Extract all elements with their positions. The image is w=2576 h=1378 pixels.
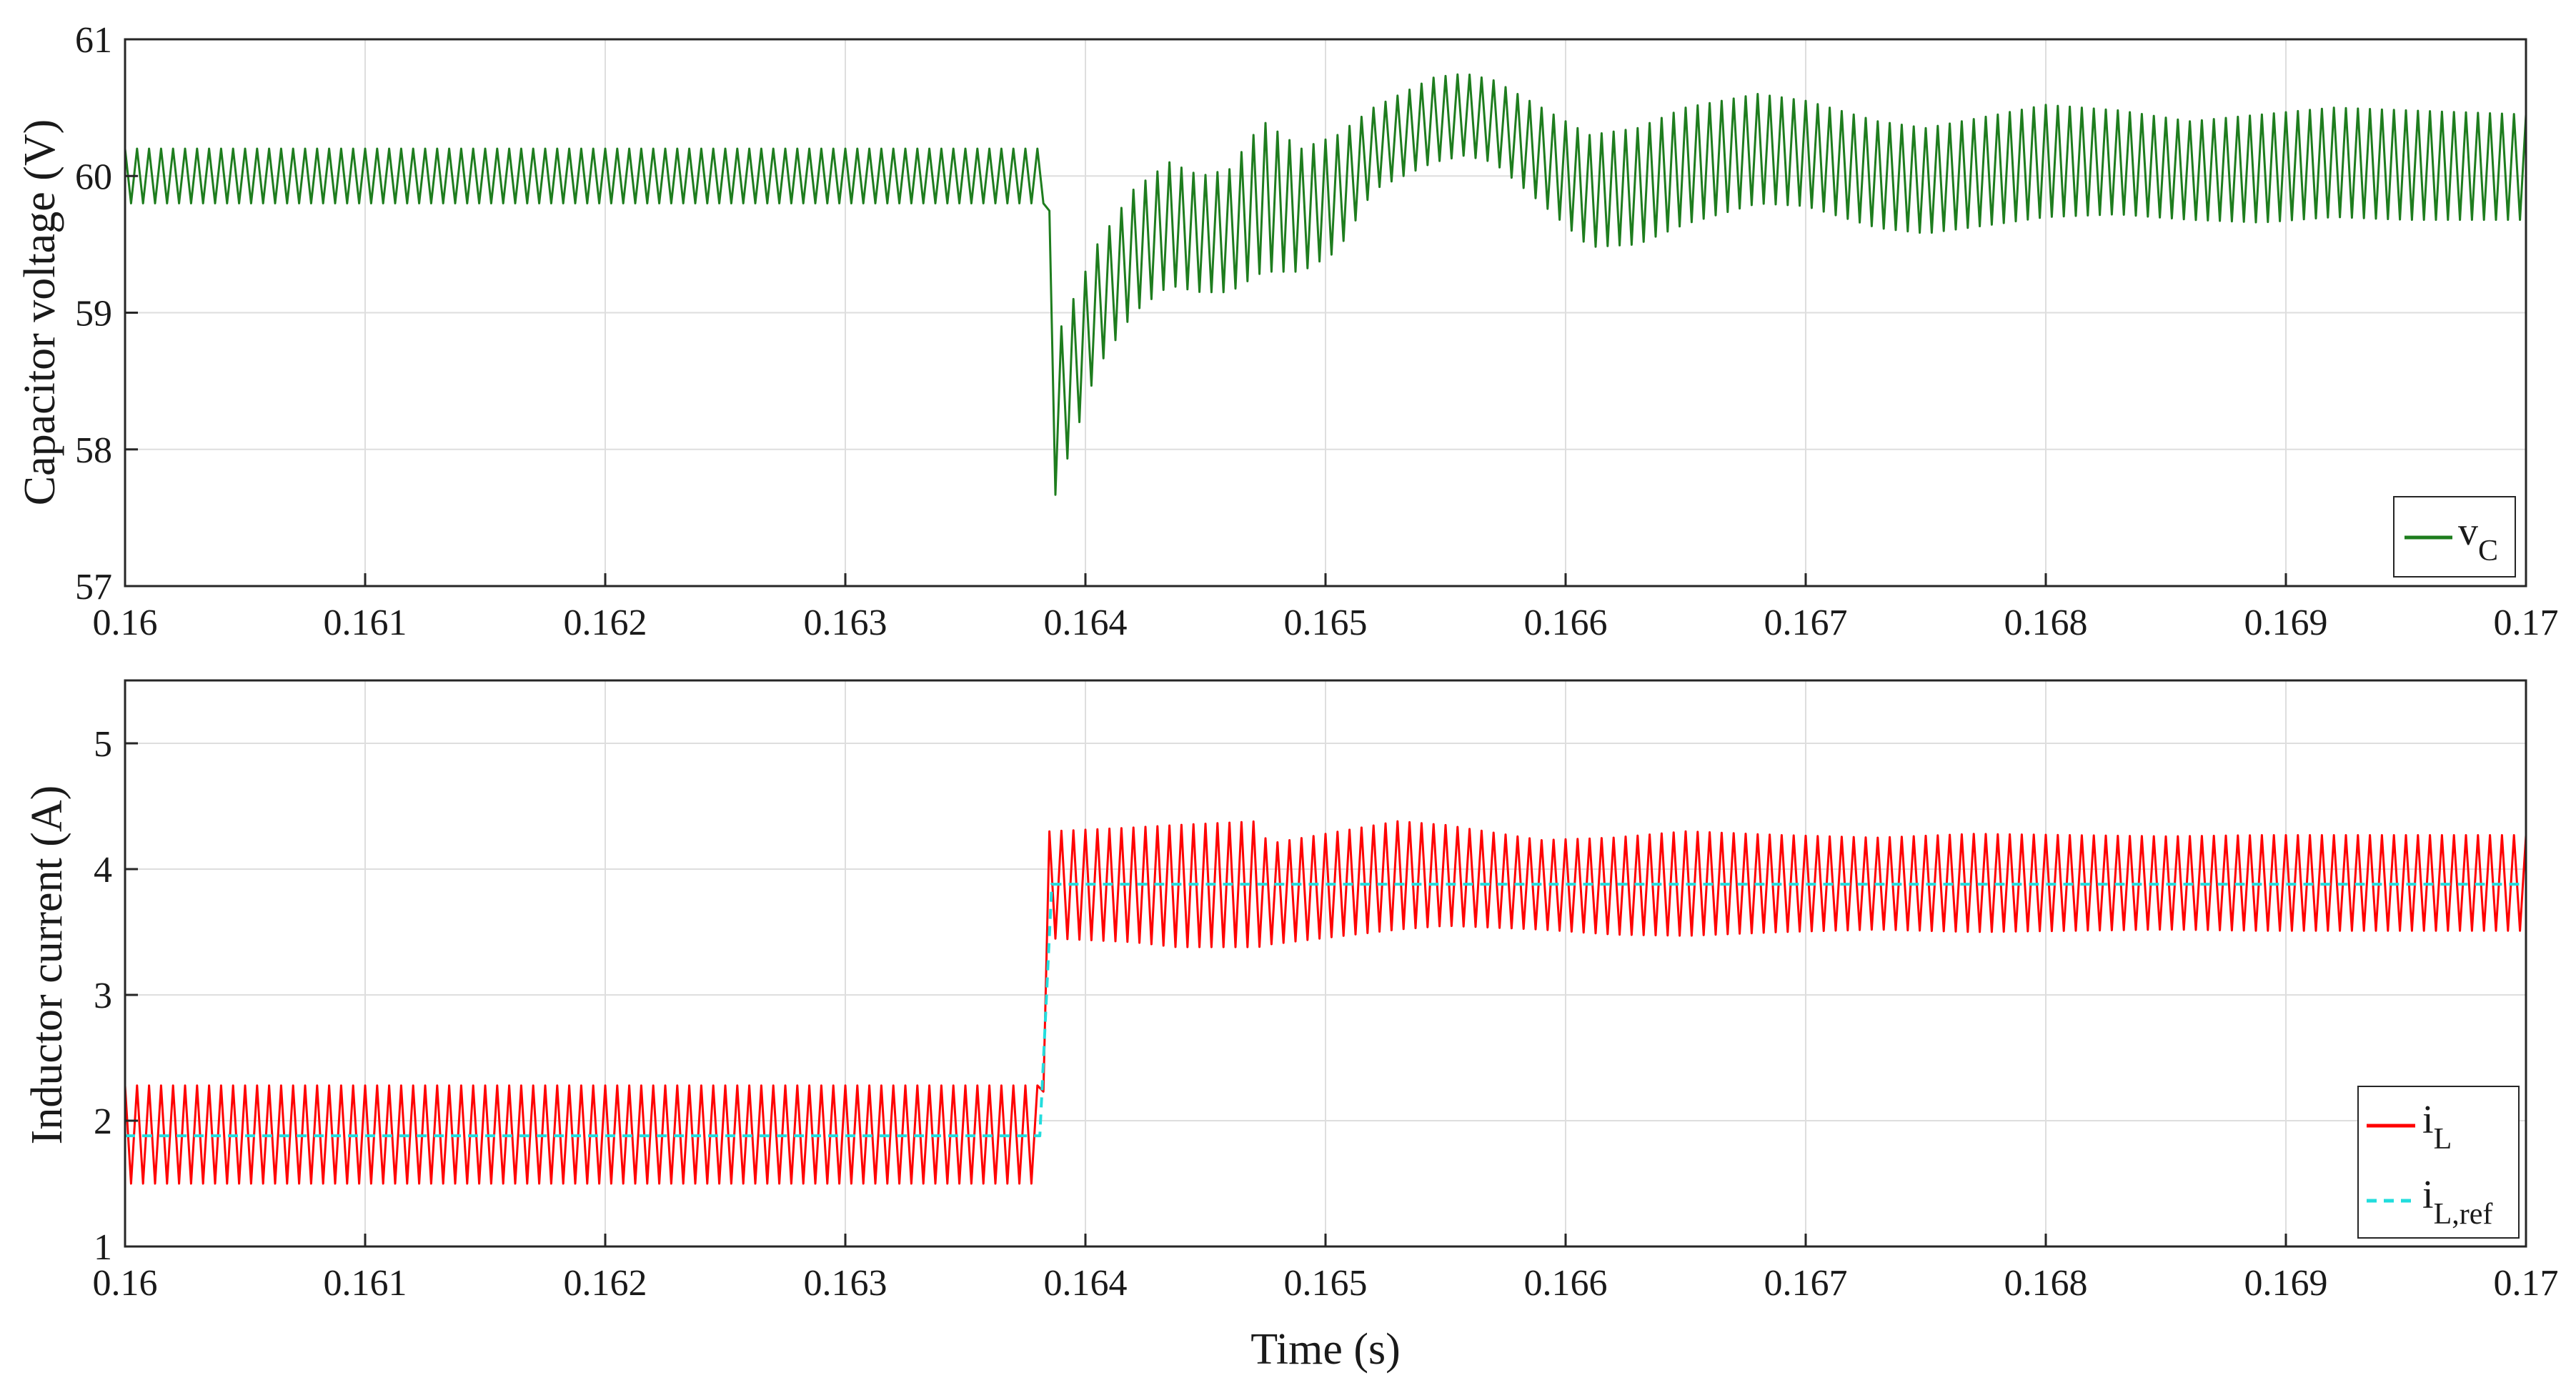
current-x-tick-label: 0.168 (2004, 1263, 2088, 1304)
voltage-x-tick-label: 0.163 (804, 603, 887, 643)
x-axis-label: Time (s) (1250, 1325, 1401, 1374)
legend-label-il: i (2422, 1098, 2434, 1142)
current-legend: iL iL,ref (2357, 1086, 2520, 1239)
current-y-tick-label: 2 (94, 1101, 112, 1142)
series-line-vc (124, 73, 2527, 496)
voltage-x-tick-label: 0.16 (93, 603, 158, 643)
voltage-y-tick-label: 59 (75, 294, 112, 334)
current-x-tick-label: 0.166 (1524, 1263, 1608, 1304)
legend-sub-vc: C (2478, 535, 2498, 567)
current-series (124, 820, 2527, 1185)
legend-label-ilref: i (2422, 1173, 2434, 1217)
current-x-tick-label: 0.167 (1764, 1263, 1848, 1304)
voltage-x-tick-label: 0.162 (564, 603, 647, 643)
legend-sub-il: L (2434, 1123, 2452, 1156)
series-line-il (124, 820, 2527, 1185)
current-y-ticks: 1 2 3 4 5 (94, 724, 138, 1268)
legend-label-vc: v (2458, 510, 2478, 554)
voltage-x-tick-label: 0.165 (1284, 603, 1368, 643)
voltage-legend: vC (2393, 496, 2516, 578)
voltage-y-tick-label: 61 (75, 20, 112, 61)
svg-text:vC: vC (2458, 510, 2498, 567)
current-y-tick-label: 5 (94, 724, 112, 765)
current-x-tick-label: 0.161 (324, 1263, 407, 1304)
current-y-tick-label: 4 (94, 850, 112, 891)
current-x-tick-label: 0.16 (93, 1263, 158, 1304)
voltage-x-tick-label: 0.164 (1044, 603, 1128, 643)
current-x-tick-label: 0.164 (1044, 1263, 1128, 1304)
series-line-ilref (125, 883, 2526, 1138)
current-panel: 0.16 0.161 0.162 0.163 0.164 0.165 0.166 0.167 0… (23, 679, 2559, 1374)
voltage-y-ticks: 57 58 59 60 61 (75, 20, 138, 608)
voltage-x-tick-label: 0.167 (1764, 603, 1848, 643)
voltage-y-tick-label: 57 (75, 567, 112, 608)
voltage-panel: 0.16 0.161 0.162 0.163 0.164 0.165 0.166 0.167 0… (16, 20, 2558, 643)
current-y-tick-label: 1 (94, 1227, 112, 1268)
voltage-y-axis-label: Capacitor voltage (V) (16, 119, 64, 506)
current-x-tick-label: 0.17 (2494, 1263, 2559, 1304)
voltage-x-tick-label: 0.169 (2244, 603, 2328, 643)
voltage-x-ticks: 0.16 0.161 0.162 0.163 0.164 0.165 0.166 0.167 0… (93, 573, 2559, 643)
current-x-tick-label: 0.163 (804, 1263, 887, 1304)
voltage-x-tick-label: 0.168 (2004, 603, 2088, 643)
current-x-tick-label: 0.165 (1284, 1263, 1368, 1304)
svg-text:iL: iL (2422, 1098, 2452, 1156)
current-legend-box (2357, 1086, 2520, 1239)
current-y-axis-label: Inductor current (A) (23, 785, 71, 1145)
voltage-y-tick-label: 60 (75, 157, 112, 197)
voltage-series (124, 73, 2527, 496)
svg-text:iL,ref: iL,ref (2422, 1173, 2492, 1231)
voltage-y-tick-label: 58 (75, 430, 112, 471)
voltage-x-tick-label: 0.161 (324, 603, 407, 643)
current-x-tick-label: 0.162 (564, 1263, 647, 1304)
current-x-ticks: 0.16 0.161 0.162 0.163 0.164 0.165 0.166 0.167 0… (93, 1234, 2559, 1304)
legend-sub-ilref: L,ref (2434, 1198, 2493, 1231)
current-x-tick-label: 0.169 (2244, 1263, 2328, 1304)
voltage-x-tick-label: 0.166 (1524, 603, 1608, 643)
current-y-tick-label: 3 (94, 976, 112, 1016)
voltage-x-tick-label: 0.17 (2494, 603, 2559, 643)
